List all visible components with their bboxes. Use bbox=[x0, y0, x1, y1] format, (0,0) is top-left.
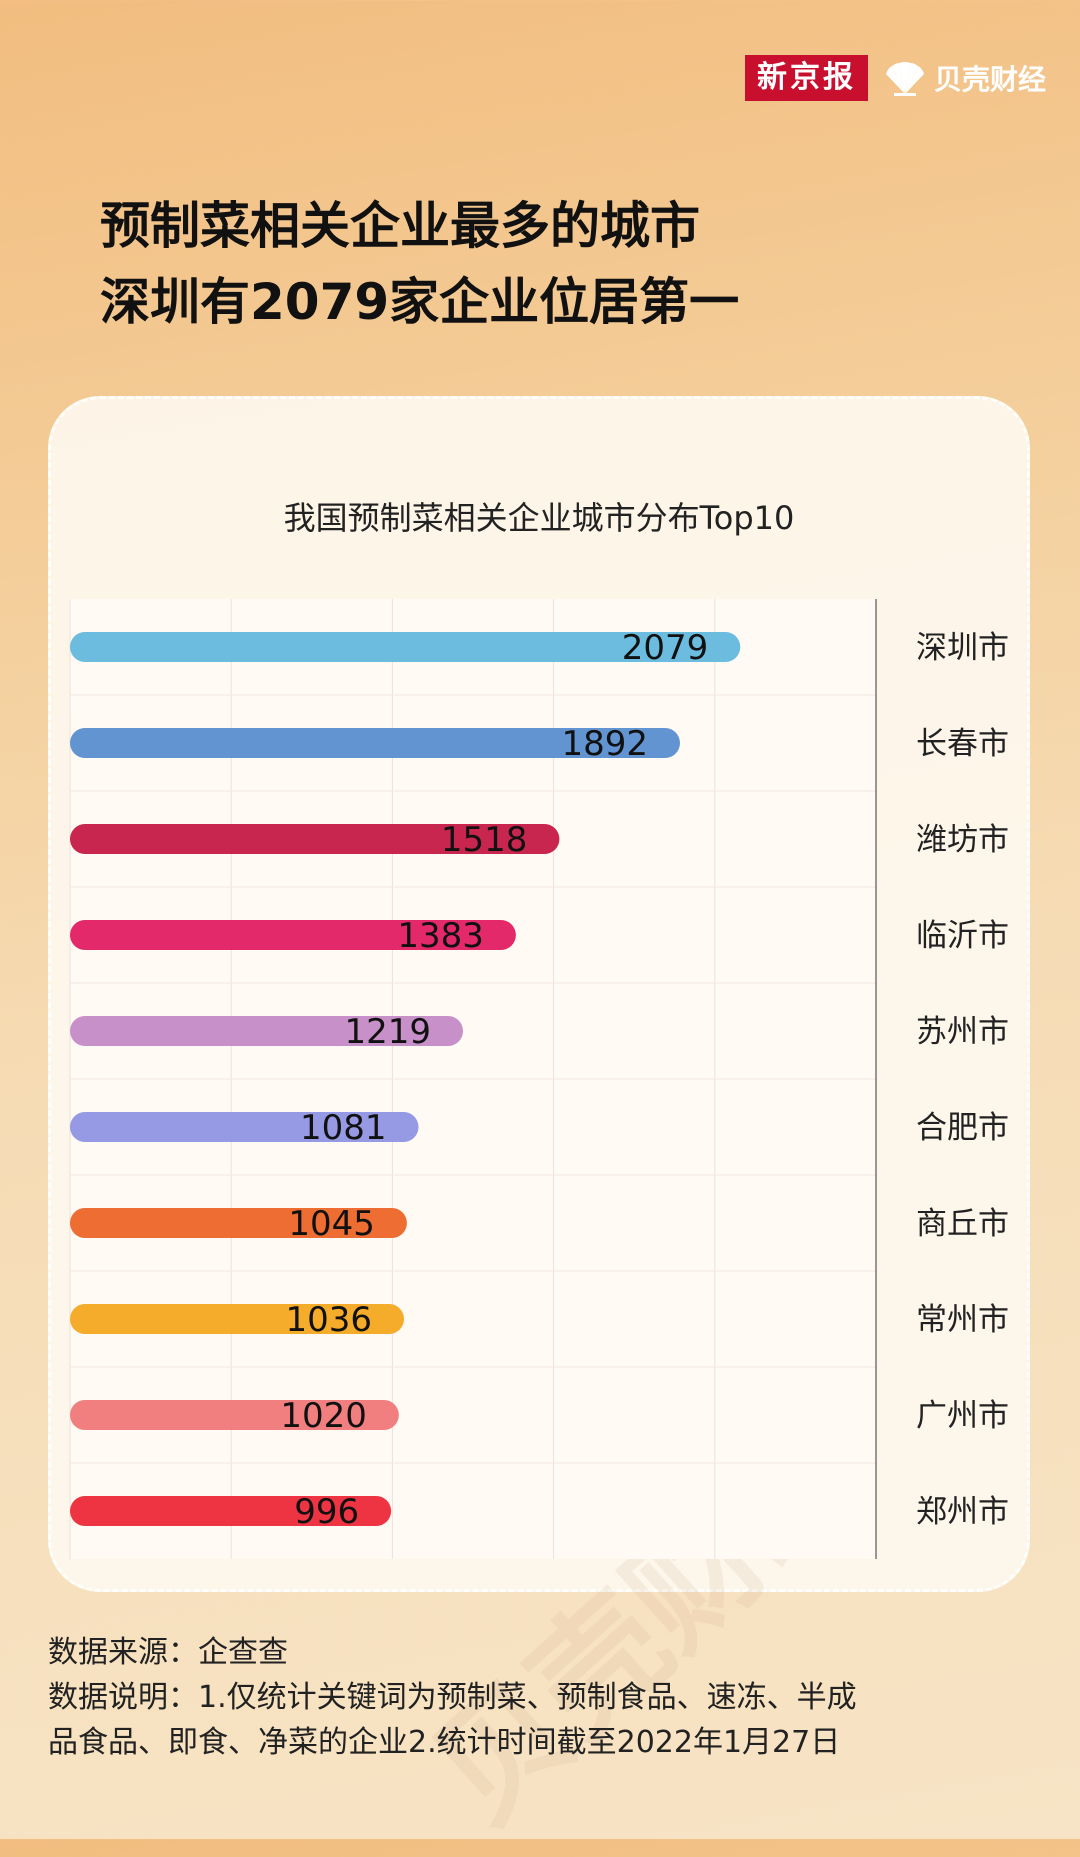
category-label-7: 商丘市 bbox=[916, 1206, 1009, 1242]
bar-value-label-4: 1383 bbox=[397, 916, 484, 956]
chart-title: 我国预制菜相关企业城市分布Top10 bbox=[283, 499, 795, 537]
headline-line-1: 预制菜相关企业最多的城市 bbox=[100, 197, 700, 255]
data-note-line-1: 数据说明：1.仅统计关键词为预制菜、预制食品、速冻、半成 bbox=[48, 1680, 857, 1715]
bar-5 bbox=[70, 1016, 464, 1046]
bar-6 bbox=[70, 1112, 419, 1142]
bar-7 bbox=[70, 1208, 407, 1238]
bar-value-label-6: 1081 bbox=[300, 1108, 387, 1148]
category-label-3: 潍坊市 bbox=[916, 822, 1009, 858]
brand-logos: 新京报 贝壳财经 bbox=[744, 55, 1046, 101]
bar-2 bbox=[70, 728, 680, 758]
xinjingbao-logo: 新京报 bbox=[744, 55, 868, 101]
category-label-1: 深圳市 bbox=[916, 630, 1009, 666]
bar-8 bbox=[70, 1304, 405, 1334]
data-source: 数据来源：企查查 bbox=[48, 1635, 288, 1670]
bar-value-label-10: 996 bbox=[294, 1492, 359, 1532]
category-label-4: 临沂市 bbox=[916, 918, 1009, 954]
bar-chart: 2079 深圳市 1892 长春市 1518 潍坊市 1383 临沂市 1219 苏州市 1081 合… bbox=[69, 599, 1009, 1559]
data-note-line-2: 品食品、即食、净菜的企业2.统计时间截至2022年1月27日 bbox=[48, 1725, 841, 1760]
category-label-8: 常州市 bbox=[916, 1302, 1009, 1338]
bar-value-label-8: 1036 bbox=[285, 1300, 372, 1340]
shell-icon bbox=[885, 62, 924, 96]
bar-9 bbox=[70, 1400, 399, 1430]
category-label-9: 广州市 bbox=[916, 1398, 1009, 1434]
headline: 预制菜相关企业最多的城市 深圳有2079家企业位居第一 bbox=[100, 188, 739, 340]
footer: 数据来源：企查查 数据说明：1.仅统计关键词为预制菜、预制食品、速冻、半成 品食… bbox=[48, 1630, 1038, 1765]
category-label-2: 长春市 bbox=[916, 726, 1009, 762]
bar-value-label-2: 1892 bbox=[561, 724, 648, 764]
beike-caijing-logo: 贝壳财经 bbox=[882, 58, 1046, 98]
bar-3 bbox=[70, 824, 560, 854]
category-label-6: 合肥市 bbox=[916, 1110, 1009, 1146]
bar-value-label-3: 1518 bbox=[441, 820, 528, 860]
bar-value-label-1: 2079 bbox=[622, 628, 709, 668]
bar-1 bbox=[70, 632, 741, 662]
bar-value-label-5: 1219 bbox=[344, 1012, 431, 1052]
bar-10 bbox=[70, 1496, 392, 1526]
category-label-10: 郑州市 bbox=[916, 1494, 1009, 1530]
headline-line-2: 深圳有2079家企业位居第一 bbox=[100, 273, 740, 331]
bar-value-label-7: 1045 bbox=[288, 1204, 375, 1244]
bar-4 bbox=[70, 920, 516, 950]
category-label-5: 苏州市 bbox=[916, 1014, 1009, 1050]
beike-caijing-text: 贝壳财经 bbox=[933, 63, 1046, 96]
chart-card: 贝壳财经 贝壳财经 我国预制菜相关企业城市分布Top10 2079深圳市1892… bbox=[48, 396, 1030, 1852]
bar-value-label-9: 1020 bbox=[280, 1396, 367, 1436]
